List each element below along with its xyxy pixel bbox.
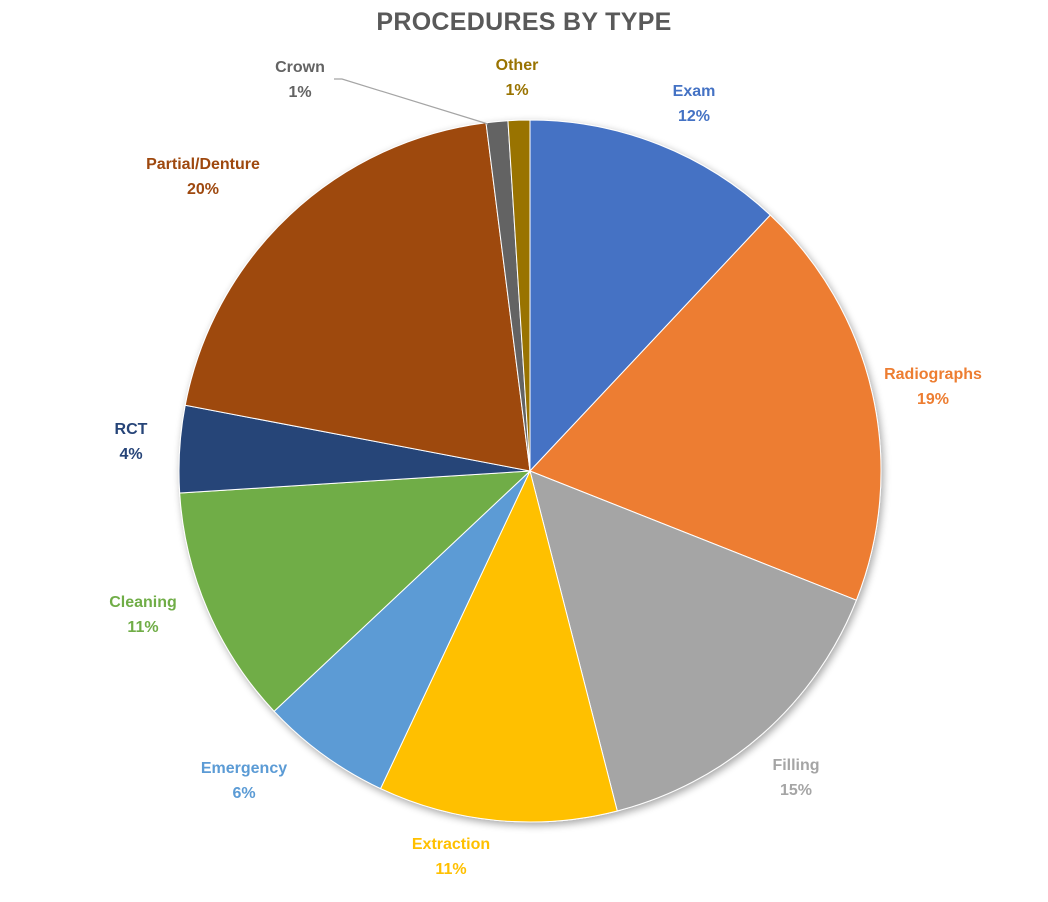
data-label-name: Extraction bbox=[412, 836, 490, 853]
data-label-value: 19% bbox=[917, 391, 949, 408]
data-label-value: 11% bbox=[127, 619, 158, 636]
data-label-value: 6% bbox=[232, 785, 255, 802]
data-label-extraction: Extraction 11% bbox=[412, 836, 490, 878]
data-label-value: 12% bbox=[678, 108, 710, 125]
data-label-partial-denture: Partial/Denture 20% bbox=[146, 156, 260, 198]
pie-slice-partial-denture bbox=[184, 122, 531, 472]
pie-slice-emergency bbox=[273, 470, 531, 790]
data-label-value: 1% bbox=[505, 82, 528, 99]
data-label-name: Cleaning bbox=[109, 594, 177, 611]
data-label-name: Filling bbox=[772, 757, 819, 774]
data-label-rct: RCT 4% bbox=[115, 421, 148, 463]
data-label-filling: Filling 15% bbox=[772, 757, 819, 799]
data-label-value: 11% bbox=[435, 861, 466, 878]
pie-slice-filling bbox=[529, 470, 857, 812]
slice-labels: Exam 12% Radiographs 19% Filling 15% Extractio… bbox=[109, 57, 982, 878]
data-label-value: 20% bbox=[187, 181, 219, 198]
pie-slices bbox=[178, 119, 882, 823]
data-label-name: Radiographs bbox=[884, 366, 982, 383]
data-label-value: 4% bbox=[119, 446, 142, 463]
pie-slice-radiographs bbox=[529, 214, 882, 601]
chart-title: PROCEDURES BY TYPE bbox=[376, 8, 672, 36]
data-label-exam: Exam 12% bbox=[673, 83, 716, 125]
pie-slice-cleaning bbox=[179, 470, 532, 712]
data-label-radiographs: Radiographs 19% bbox=[884, 366, 982, 408]
leader-lines bbox=[334, 78, 489, 125]
data-label-cleaning: Cleaning 11% bbox=[109, 594, 177, 636]
data-label-value: 15% bbox=[780, 782, 812, 799]
data-label-name: RCT bbox=[115, 421, 148, 438]
data-label-name: Partial/Denture bbox=[146, 156, 260, 173]
leader-line-crown bbox=[334, 78, 489, 125]
data-label-name: Crown bbox=[275, 59, 325, 76]
pie-slice-other bbox=[507, 119, 531, 472]
pie-slice-exam bbox=[529, 119, 771, 473]
data-label-other: Other 1% bbox=[496, 57, 539, 99]
data-label-name: Other bbox=[496, 57, 539, 74]
data-label-name: Exam bbox=[673, 83, 716, 100]
data-label-crown: Crown 1% bbox=[275, 59, 325, 101]
data-label-emergency: Emergency 6% bbox=[201, 760, 287, 802]
pie-slice-extraction bbox=[379, 469, 618, 823]
data-label-name: Emergency bbox=[201, 760, 287, 777]
data-label-value: 1% bbox=[288, 84, 311, 101]
